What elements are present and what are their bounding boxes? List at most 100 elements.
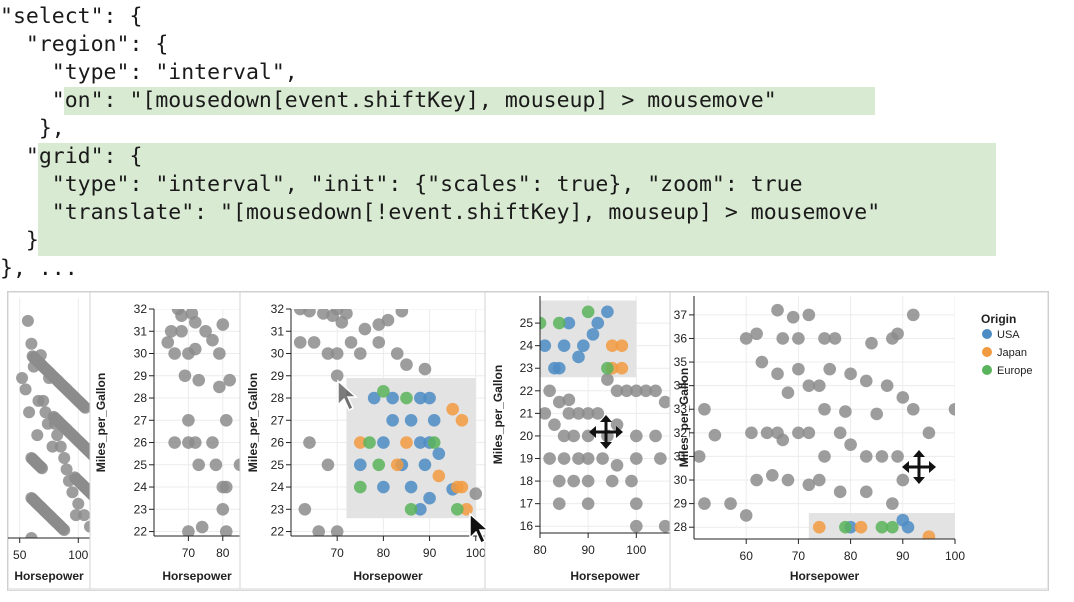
axis-titles: Horsepower Miles_per_Gallon xyxy=(677,368,860,583)
y-axis-title: Miles_per_Gallon xyxy=(246,373,260,472)
code-line: "translate": "[mousedown[!event.shiftKey… xyxy=(0,200,881,225)
data-point xyxy=(344,336,358,349)
data-point xyxy=(786,310,800,324)
y-tick-label: 24 xyxy=(134,480,148,494)
data-point xyxy=(216,318,230,331)
data-point xyxy=(875,450,889,463)
x-tick-label: 60 xyxy=(740,549,754,563)
y-tick-label: 29 xyxy=(134,369,148,383)
data-point xyxy=(188,342,202,356)
scatter-panel-1[interactable]: 50 100 Horsepower xyxy=(8,292,101,590)
data-point xyxy=(182,413,195,427)
code-line: }, ... xyxy=(0,256,78,281)
data-point xyxy=(427,436,441,449)
data-point xyxy=(739,509,753,522)
data-point xyxy=(629,519,643,533)
legend-label: Japan xyxy=(997,347,1027,359)
plot-area[interactable] xyxy=(693,296,961,544)
highlight-on xyxy=(64,87,875,115)
scatter-panel-3[interactable]: 70 80 90 100 22 23 24 25 26 27 28 29 30 31 32 Horsepowe… xyxy=(239,292,486,590)
scatter-panel-5[interactable]: 60 70 80 90 100 28 29 30 31 32 33 34 35 36 37 Horsepowe… xyxy=(669,292,1048,590)
data-point xyxy=(654,452,667,465)
data-point xyxy=(596,452,609,465)
y-tick-label: 24 xyxy=(271,480,285,494)
y-tick-label: 27 xyxy=(134,413,148,427)
data-point xyxy=(880,379,894,392)
data-point xyxy=(307,336,321,349)
data-point xyxy=(901,520,915,534)
y-tick-label: 28 xyxy=(134,391,148,405)
scatter-panel-4[interactable]: 80 90 100 16 17 18 19 20 21 22 23 24 25 Horsepower Mil… xyxy=(484,292,672,590)
data-point xyxy=(195,520,209,534)
move-cursor-icon xyxy=(902,450,936,484)
data-point xyxy=(414,436,427,449)
plot-area[interactable] xyxy=(534,296,672,533)
data-point xyxy=(372,336,386,349)
data-point xyxy=(543,452,556,465)
x-tick-label: 80 xyxy=(377,546,391,560)
scatter-panel-2[interactable]: 70 80 22 23 24 25 26 27 28 29 30 31 32 Horsepower Mile… xyxy=(89,292,246,590)
y-tick-label: 22 xyxy=(520,384,534,398)
y-tick-label: 26 xyxy=(271,436,285,450)
data-point xyxy=(802,426,816,440)
data-point xyxy=(577,339,590,352)
data-point xyxy=(404,413,418,427)
data-point xyxy=(321,347,335,360)
plot-area[interactable] xyxy=(154,303,246,538)
data-point xyxy=(460,502,473,516)
data-point xyxy=(223,373,236,387)
data-point xyxy=(58,452,71,464)
code-snippet: "select": { "region": { "type": "interva… xyxy=(0,0,1074,290)
data-point xyxy=(404,502,418,516)
data-point xyxy=(23,406,36,419)
y-tick-label: 27 xyxy=(271,413,285,427)
data-point xyxy=(776,332,790,345)
code-line: "type": "interval", "init": {"scales": t… xyxy=(0,172,803,197)
data-point xyxy=(739,332,753,345)
plot-area[interactable] xyxy=(291,303,485,538)
data-point xyxy=(175,309,188,322)
y-tick-label: 31 xyxy=(271,324,285,338)
legend: Origin USA Japan Europe xyxy=(981,312,1032,377)
y-tick-label: 25 xyxy=(271,458,285,472)
x-axis-title: Horsepower xyxy=(790,569,860,583)
data-point xyxy=(450,502,464,516)
data-point xyxy=(414,502,427,516)
data-point xyxy=(31,429,44,442)
data-point xyxy=(818,332,831,345)
data-point xyxy=(833,426,847,440)
y-tick-label: 33 xyxy=(674,402,688,416)
data-point xyxy=(216,502,230,516)
data-point xyxy=(455,413,469,427)
data-point xyxy=(615,339,629,352)
y-tick-label: 36 xyxy=(674,331,688,345)
data-point xyxy=(552,474,566,488)
axis-titles: Horsepower Miles_per_Gallon xyxy=(246,373,423,583)
data-point xyxy=(792,332,805,345)
data-point xyxy=(812,379,826,392)
data-point xyxy=(540,316,547,330)
data-point xyxy=(591,407,605,420)
data-point xyxy=(303,436,316,449)
data-point xyxy=(188,316,202,329)
y-tick-label: 37 xyxy=(674,308,688,322)
data-point xyxy=(620,384,633,398)
data-point xyxy=(377,385,390,398)
y-tick-label: 19 xyxy=(520,452,534,466)
data-point xyxy=(567,429,581,443)
data-point xyxy=(572,350,585,364)
data-point xyxy=(209,458,223,472)
data-point xyxy=(792,426,805,440)
data-point xyxy=(552,497,566,510)
plot-area[interactable] xyxy=(16,298,101,544)
code-line: "grid": { xyxy=(0,144,143,169)
data-point xyxy=(649,429,662,443)
data-point xyxy=(581,474,595,488)
data-point xyxy=(859,485,873,499)
data-point xyxy=(896,391,910,404)
data-point xyxy=(400,391,413,405)
data-point xyxy=(178,369,192,383)
y-tick-label: 23 xyxy=(271,502,285,516)
data-point xyxy=(353,347,367,360)
data-point xyxy=(557,429,571,443)
